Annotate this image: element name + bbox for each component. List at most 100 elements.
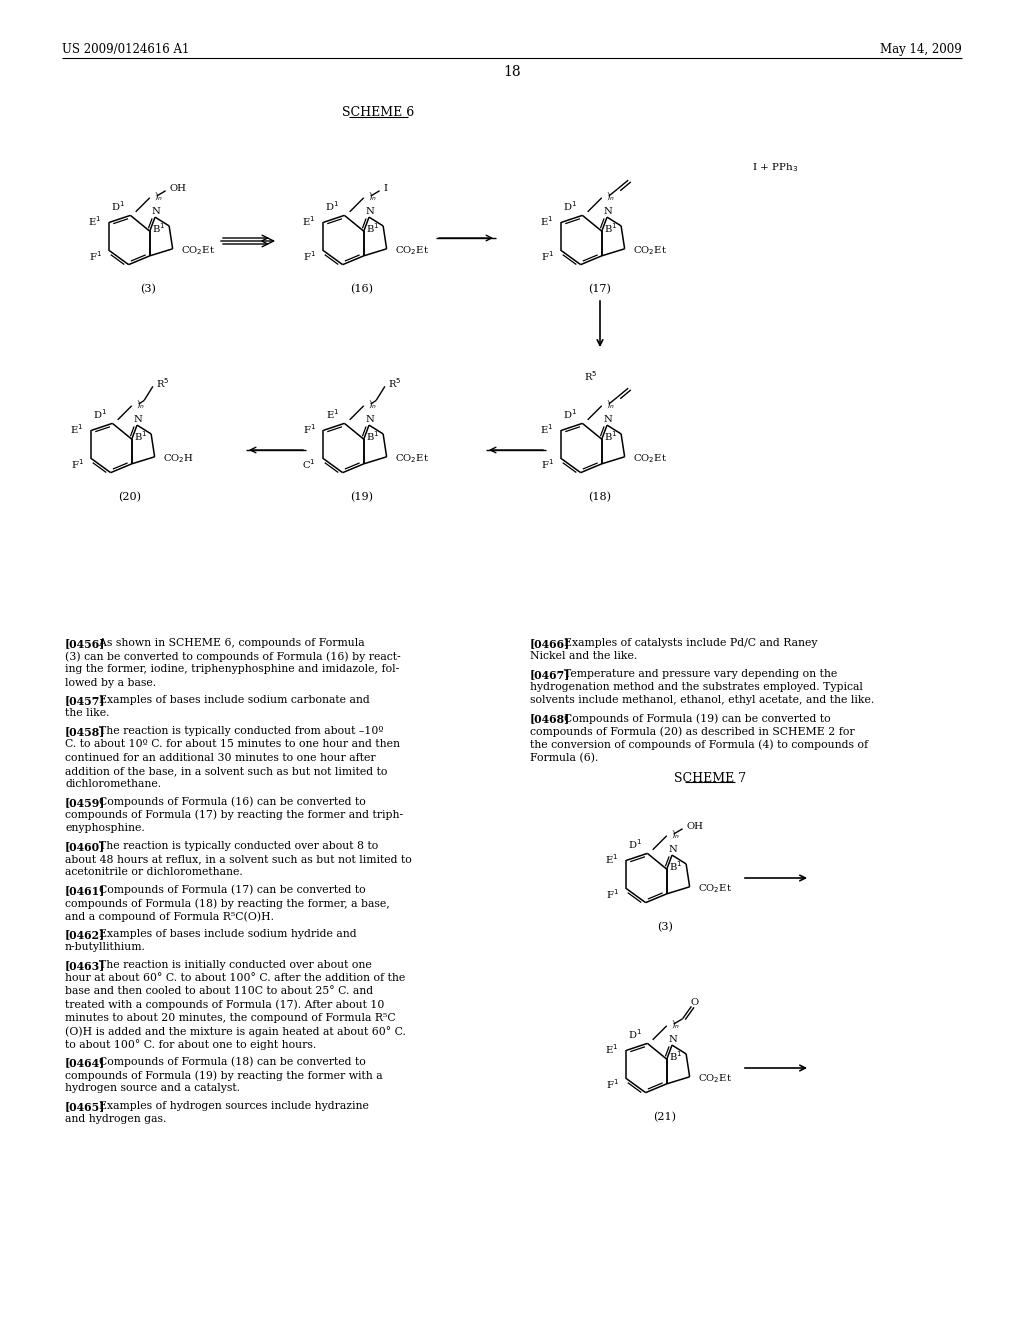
Text: [0467]: [0467] [530, 669, 570, 680]
Text: [0463]: [0463] [65, 960, 105, 972]
Text: )$_n$: )$_n$ [606, 397, 615, 411]
Text: D$^1$: D$^1$ [563, 199, 578, 213]
Text: [0462]: [0462] [65, 929, 105, 940]
Text: Examples of catalysts include Pd/C and Raney: Examples of catalysts include Pd/C and R… [557, 638, 818, 648]
Text: and a compound of Formula R⁵C(O)H.: and a compound of Formula R⁵C(O)H. [65, 911, 274, 921]
Text: )$_n$: )$_n$ [369, 190, 377, 202]
Text: (17): (17) [589, 284, 611, 294]
Text: B$^1$: B$^1$ [366, 429, 379, 442]
Text: F$^1$: F$^1$ [605, 1077, 618, 1090]
Text: E$^1$: E$^1$ [326, 407, 339, 421]
Text: [0461]: [0461] [65, 884, 105, 896]
Text: F$^1$: F$^1$ [302, 422, 315, 436]
Text: )$_n$: )$_n$ [606, 190, 615, 202]
Text: US 2009/0124616 A1: US 2009/0124616 A1 [62, 44, 189, 57]
Text: F$^1$: F$^1$ [541, 457, 553, 471]
Text: As shown in SCHEME 6, compounds of Formula: As shown in SCHEME 6, compounds of Formu… [92, 638, 365, 648]
Text: (3): (3) [657, 923, 673, 932]
Text: N: N [669, 1035, 677, 1044]
Text: F$^1$: F$^1$ [605, 887, 618, 900]
Text: compounds of Formula (19) by reacting the former with a: compounds of Formula (19) by reacting th… [65, 1071, 383, 1081]
Text: The reaction is typically conducted over about 8 to: The reaction is typically conducted over… [92, 841, 379, 851]
Text: D$^1$: D$^1$ [112, 199, 125, 213]
Text: Compounds of Formula (17) can be converted to: Compounds of Formula (17) can be convert… [92, 884, 366, 895]
Text: D$^1$: D$^1$ [93, 407, 108, 421]
Text: Temperature and pressure vary depending on the: Temperature and pressure vary depending … [557, 669, 838, 678]
Text: (20): (20) [119, 492, 141, 503]
Text: D$^1$: D$^1$ [628, 837, 642, 850]
Text: [0459]: [0459] [65, 797, 105, 808]
Text: E$^1$: E$^1$ [88, 214, 101, 227]
Text: C. to about 10º C. for about 15 minutes to one hour and then: C. to about 10º C. for about 15 minutes … [65, 739, 400, 750]
Text: lowed by a base.: lowed by a base. [65, 677, 156, 688]
Text: [0464]: [0464] [65, 1057, 105, 1068]
Text: E$^1$: E$^1$ [540, 214, 553, 227]
Text: Compounds of Formula (18) can be converted to: Compounds of Formula (18) can be convert… [92, 1057, 366, 1068]
Text: N: N [133, 416, 142, 424]
Text: CO$_2$H: CO$_2$H [164, 453, 195, 465]
Text: N: N [603, 416, 612, 424]
Text: E$^1$: E$^1$ [71, 422, 83, 436]
Text: N: N [366, 416, 375, 424]
Text: May 14, 2009: May 14, 2009 [881, 44, 962, 57]
Text: B$^1$: B$^1$ [669, 1049, 682, 1063]
Text: I + PPh$_3$: I + PPh$_3$ [752, 161, 798, 174]
Text: N: N [603, 207, 612, 216]
Text: enyphosphine.: enyphosphine. [65, 824, 144, 833]
Text: hour at about 60° C. to about 100° C. after the addition of the: hour at about 60° C. to about 100° C. af… [65, 973, 406, 983]
Text: )$_n$: )$_n$ [671, 1018, 680, 1031]
Text: hydrogenation method and the substrates employed. Typical: hydrogenation method and the substrates … [530, 682, 863, 692]
Text: N: N [669, 845, 677, 854]
Text: (16): (16) [350, 284, 374, 294]
Text: R$^5$: R$^5$ [157, 376, 170, 389]
Text: addition of the base, in a solvent such as but not limited to: addition of the base, in a solvent such … [65, 766, 387, 776]
Text: and hydrogen gas.: and hydrogen gas. [65, 1114, 166, 1125]
Text: solvents include methanol, ethanol, ethyl acetate, and the like.: solvents include methanol, ethanol, ethy… [530, 696, 874, 705]
Text: treated with a compounds of Formula (17). After about 10: treated with a compounds of Formula (17)… [65, 999, 384, 1010]
Text: the conversion of compounds of Formula (4) to compounds of: the conversion of compounds of Formula (… [530, 739, 868, 750]
Text: Nickel and the like.: Nickel and the like. [530, 651, 637, 661]
Text: the like.: the like. [65, 709, 110, 718]
Text: R$^5$: R$^5$ [585, 370, 598, 383]
Text: Compounds of Formula (16) can be converted to: Compounds of Formula (16) can be convert… [92, 797, 366, 808]
Text: dichloromethane.: dichloromethane. [65, 779, 161, 789]
Text: Examples of bases include sodium hydride and: Examples of bases include sodium hydride… [92, 929, 357, 939]
Text: I: I [383, 183, 387, 193]
Text: [0468]: [0468] [530, 713, 570, 723]
Text: )$_n$: )$_n$ [155, 190, 163, 202]
Text: Compounds of Formula (19) can be converted to: Compounds of Formula (19) can be convert… [557, 713, 830, 723]
Text: minutes to about 20 minutes, the compound of Formula R⁵C: minutes to about 20 minutes, the compoun… [65, 1012, 395, 1023]
Text: [0456]: [0456] [65, 638, 105, 649]
Text: B$^1$: B$^1$ [604, 220, 617, 235]
Text: )$_n$: )$_n$ [369, 397, 377, 411]
Text: Examples of hydrogen sources include hydrazine: Examples of hydrogen sources include hyd… [92, 1101, 370, 1111]
Text: 18: 18 [503, 65, 521, 79]
Text: acetonitrile or dichloromethane.: acetonitrile or dichloromethane. [65, 867, 243, 878]
Text: D$^1$: D$^1$ [563, 407, 578, 421]
Text: Formula (6).: Formula (6). [530, 752, 598, 763]
Text: B$^1$: B$^1$ [669, 859, 682, 873]
Text: (18): (18) [589, 492, 611, 503]
Text: compounds of Formula (17) by reacting the former and triph-: compounds of Formula (17) by reacting th… [65, 810, 403, 821]
Text: CO$_2$Et: CO$_2$Et [634, 244, 668, 257]
Text: CO$_2$Et: CO$_2$Et [698, 882, 732, 895]
Text: base and then cooled to about 110C to about 25° C. and: base and then cooled to about 110C to ab… [65, 986, 373, 997]
Text: CO$_2$Et: CO$_2$Et [698, 1072, 732, 1085]
Text: about 48 hours at reflux, in a solvent such as but not limited to: about 48 hours at reflux, in a solvent s… [65, 854, 412, 865]
Text: CO$_2$Et: CO$_2$Et [634, 453, 668, 465]
Text: CO$_2$Et: CO$_2$Et [395, 244, 429, 257]
Text: B$^1$: B$^1$ [152, 220, 165, 235]
Text: B$^1$: B$^1$ [604, 429, 617, 442]
Text: [0460]: [0460] [65, 841, 105, 851]
Text: [0466]: [0466] [530, 638, 570, 649]
Text: (19): (19) [350, 492, 374, 503]
Text: R$^5$: R$^5$ [388, 376, 401, 389]
Text: N: N [152, 207, 161, 216]
Text: The reaction is typically conducted from about –10º: The reaction is typically conducted from… [92, 726, 384, 737]
Text: D$^1$: D$^1$ [628, 1027, 642, 1040]
Text: Examples of bases include sodium carbonate and: Examples of bases include sodium carbona… [92, 696, 370, 705]
Text: (21): (21) [653, 1113, 677, 1122]
Text: )$_n$: )$_n$ [136, 397, 145, 411]
Text: CO$_2$Et: CO$_2$Et [181, 244, 215, 257]
Text: OH: OH [169, 183, 186, 193]
